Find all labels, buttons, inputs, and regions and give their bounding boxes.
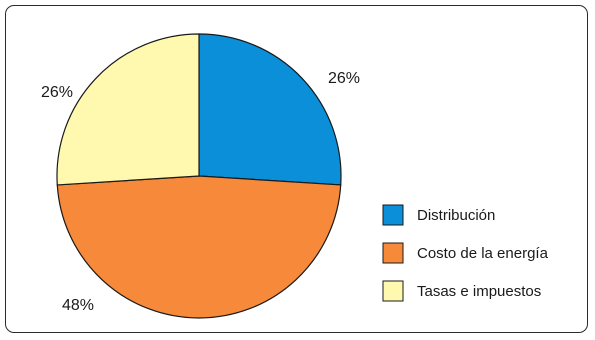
pie-percent-label-2: 48% [62, 297, 94, 314]
pie-percent-labels: 26% 48% 26% [41, 70, 360, 314]
legend-label-3: Tasas e impuestos [417, 283, 541, 300]
legend-swatch-2 [382, 242, 404, 264]
pie-percent-label-1: 26% [328, 70, 360, 87]
legend-swatch-3 [382, 280, 404, 302]
pie-slice-1 [198, 33, 342, 186]
legend-swatch-1 [382, 204, 404, 226]
pie-slice-2 [56, 175, 342, 319]
legend-label-1: Distribución [417, 207, 495, 224]
legend-label-2: Costo de la energía [417, 245, 549, 262]
pie-slice-3 [56, 33, 200, 186]
legend: Distribución Costo de la energía Tasas e i… [382, 204, 549, 302]
pie-percent-label-3: 26% [41, 84, 73, 101]
pie-slices [56, 33, 342, 319]
